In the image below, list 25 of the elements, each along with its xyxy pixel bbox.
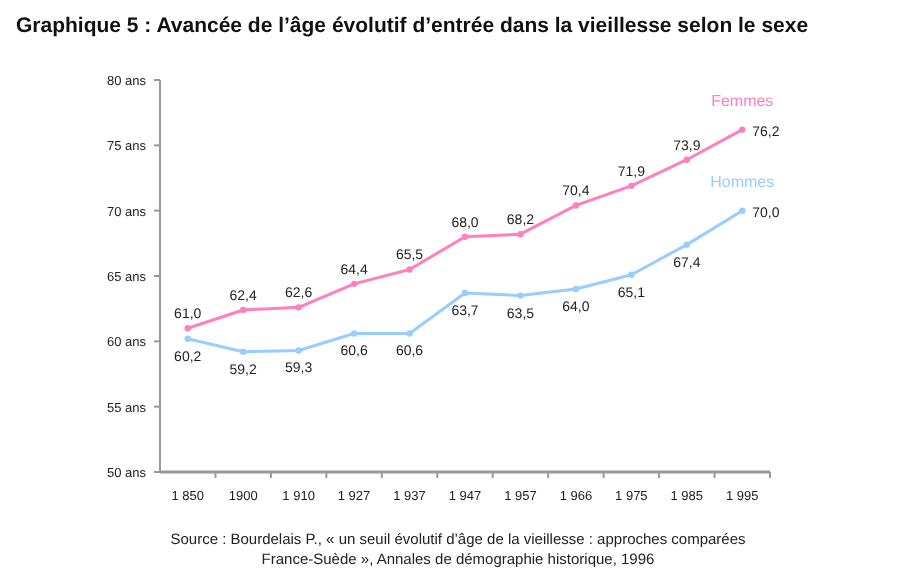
point bbox=[739, 126, 746, 133]
point bbox=[683, 241, 691, 248]
point bbox=[406, 266, 413, 273]
point bbox=[295, 304, 302, 311]
point bbox=[406, 330, 413, 337]
chart-title: Graphique 5 : Avancée de l’âge évolutif d’entrée dans la vieillesse selon le sexe bbox=[16, 14, 809, 38]
point bbox=[628, 271, 635, 278]
point bbox=[350, 280, 358, 288]
point bbox=[572, 285, 580, 293]
point bbox=[461, 233, 469, 240]
point bbox=[239, 306, 247, 314]
point bbox=[350, 330, 358, 337]
point bbox=[517, 292, 524, 299]
series-label: Hommes bbox=[710, 172, 775, 191]
point bbox=[517, 230, 524, 238]
point bbox=[295, 347, 302, 354]
point bbox=[184, 325, 191, 332]
series-label: Femmes bbox=[711, 91, 774, 110]
point bbox=[239, 348, 247, 355]
point bbox=[461, 289, 469, 297]
point bbox=[572, 202, 580, 209]
point bbox=[683, 156, 691, 163]
point bbox=[628, 182, 635, 190]
point bbox=[184, 335, 191, 342]
point bbox=[739, 207, 746, 214]
